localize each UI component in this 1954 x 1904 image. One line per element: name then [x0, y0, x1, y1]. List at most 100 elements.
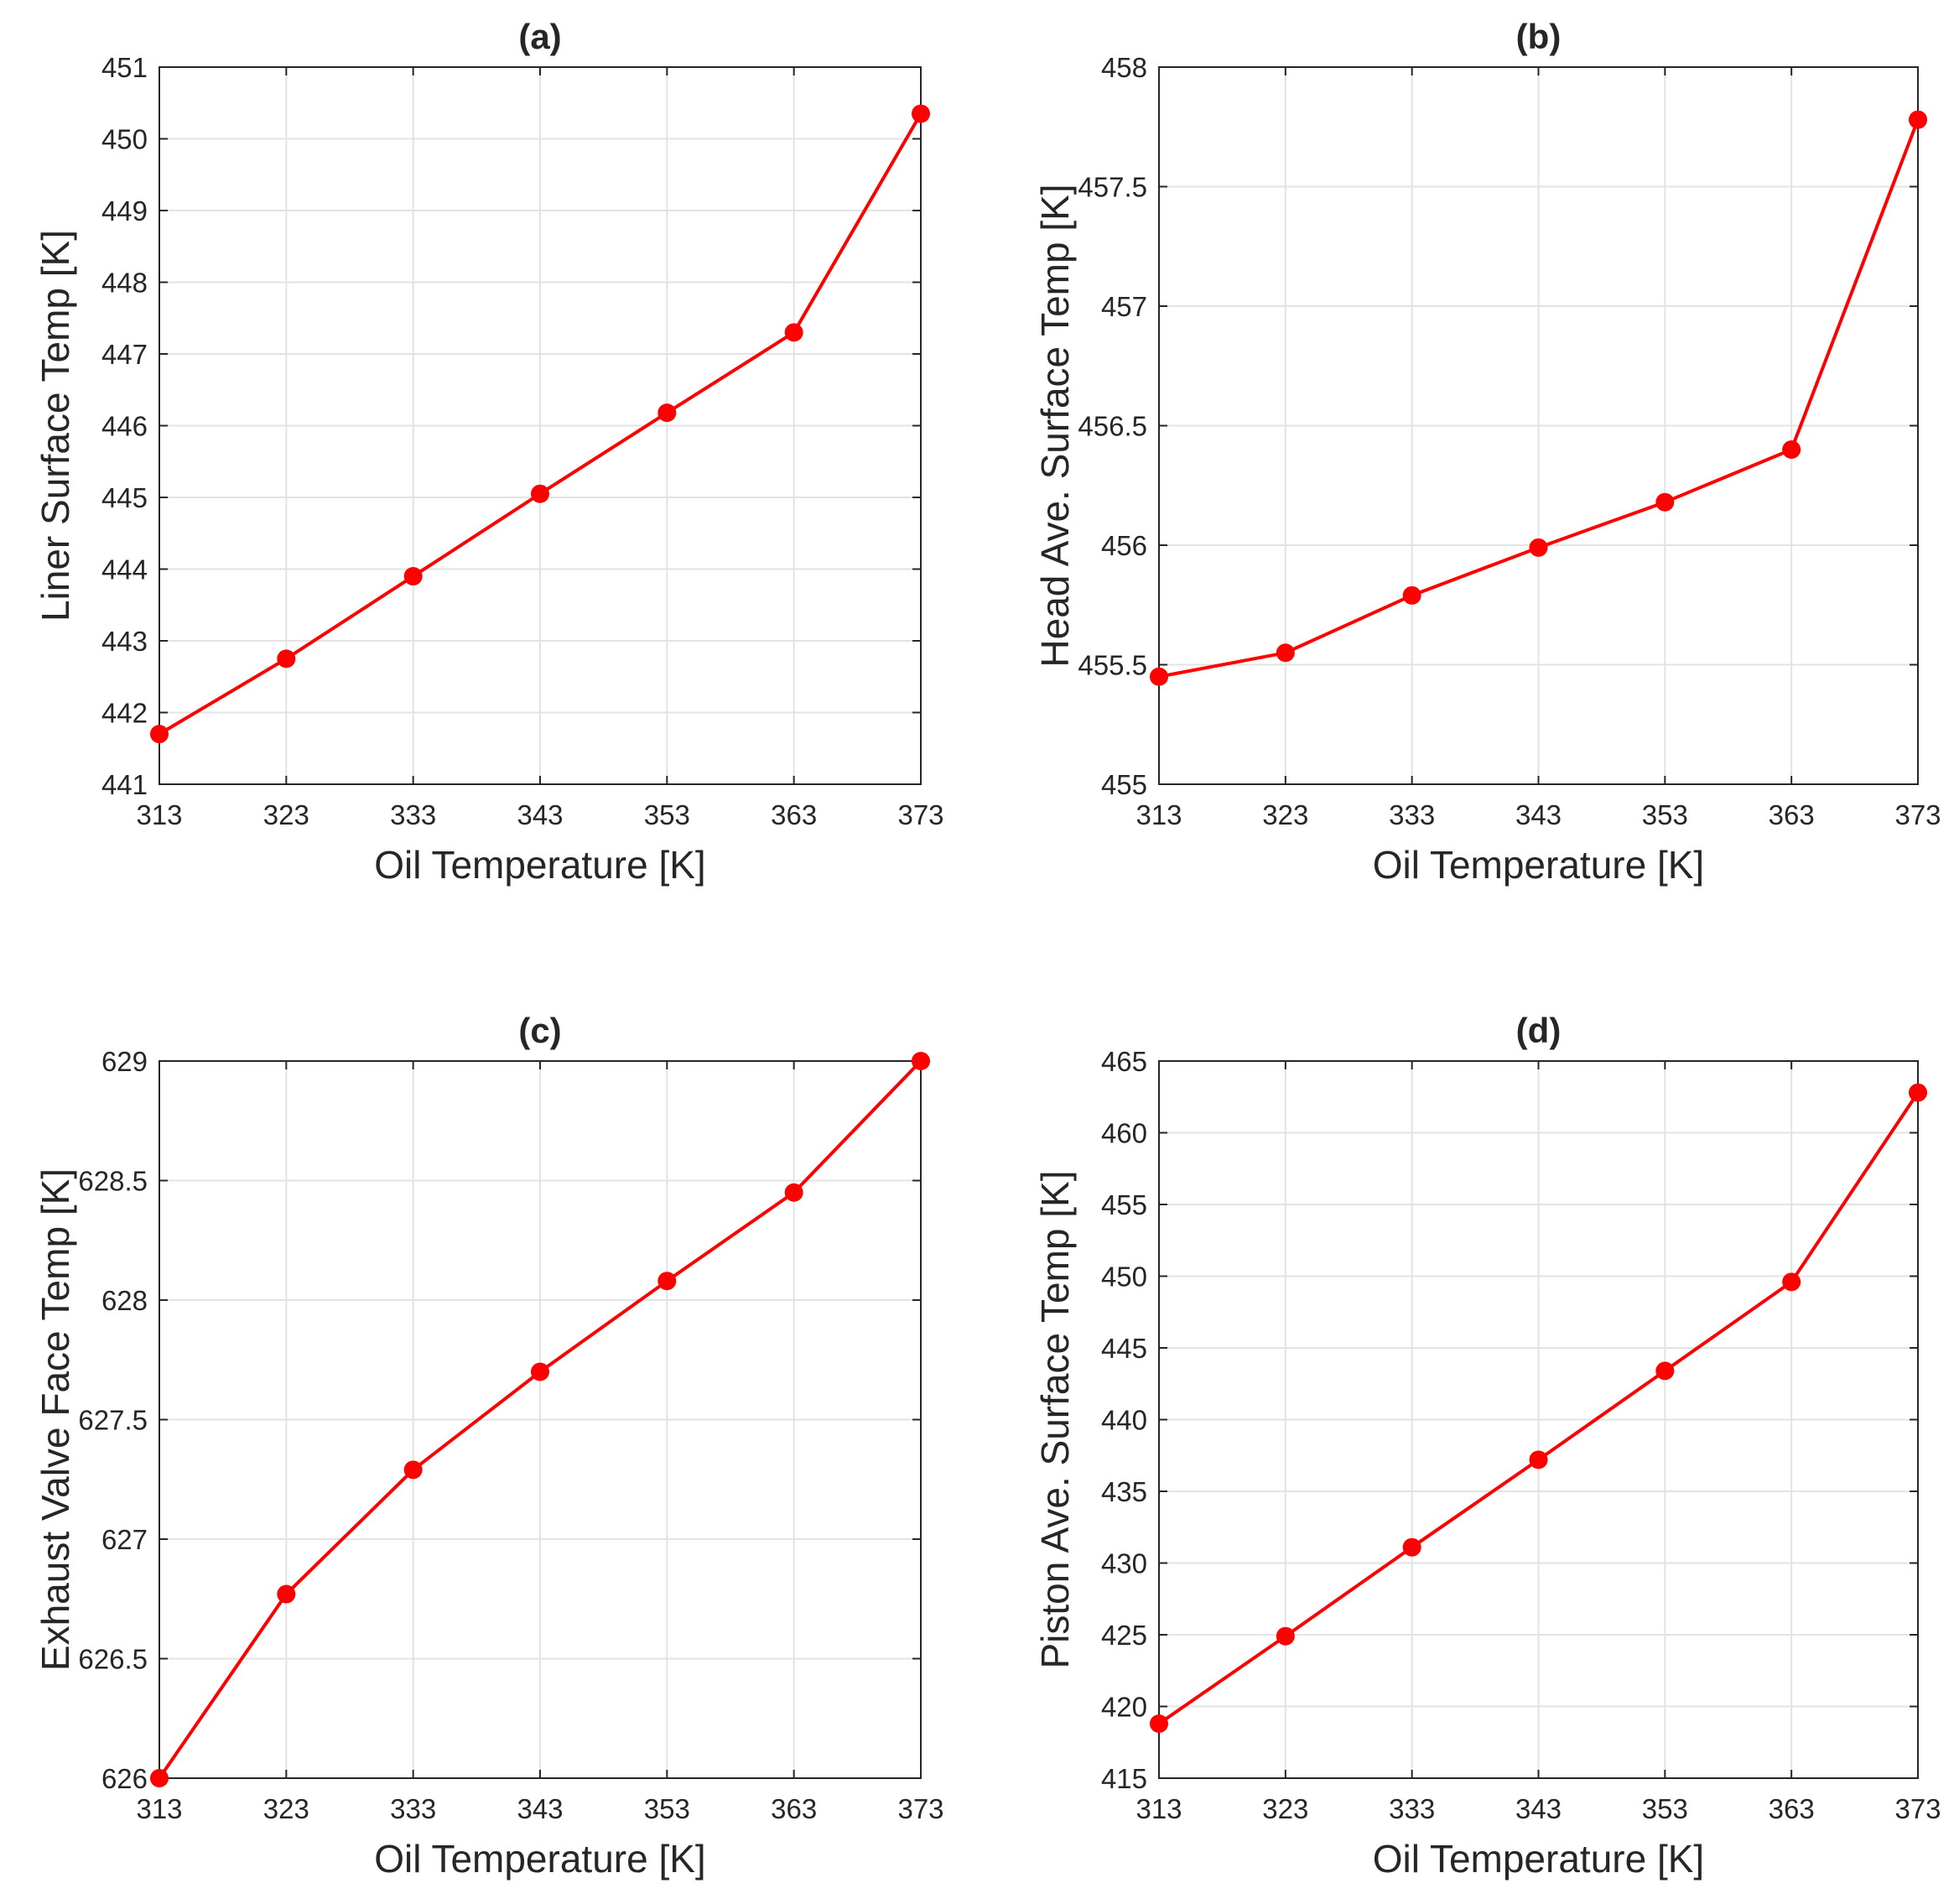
- data-point: [784, 1183, 803, 1202]
- data-point: [1402, 585, 1421, 605]
- y-axis-label: Head Ave. Surface Temp [K]: [1033, 184, 1077, 667]
- x-tick-label: 343: [517, 1793, 563, 1824]
- y-tick-label: 444: [101, 554, 148, 585]
- data-point: [1782, 440, 1801, 459]
- y-tick-label: 627: [101, 1524, 148, 1555]
- data-point: [1655, 492, 1675, 512]
- y-tick-label: 420: [1101, 1692, 1147, 1723]
- x-tick-label: 373: [1894, 1793, 1941, 1824]
- y-tick-label: 448: [101, 268, 148, 299]
- chart-panel-c: 313 323 333 343 353 363 373 626 626.5 627 627.5 628…: [34, 1011, 944, 1881]
- y-tick-label: 626.5: [78, 1644, 148, 1675]
- chart-title: (b): [1516, 17, 1562, 56]
- chart-panel-b: 313 323 333 343 353 363 373 455 455.5 456 456.5 457…: [1033, 17, 1941, 887]
- x-tick-label: 313: [136, 1793, 182, 1824]
- y-tick-label: 626: [101, 1763, 148, 1794]
- y-tick-label: 442: [101, 698, 148, 729]
- y-tick-label: 456.5: [1078, 411, 1147, 442]
- data-point: [1655, 1361, 1675, 1381]
- data-point: [1276, 1626, 1295, 1646]
- data-point: [403, 567, 423, 586]
- y-tick-label: 457: [1101, 291, 1147, 322]
- data-point: [531, 1362, 549, 1381]
- x-tick-label: 313: [1136, 799, 1182, 830]
- y-tick-label: 441: [101, 769, 148, 800]
- y-tick-label: 455: [1101, 1189, 1147, 1220]
- x-tick-label: 343: [1515, 1793, 1562, 1824]
- data-point: [1909, 110, 1927, 129]
- data-point: [277, 649, 296, 668]
- data-point: [1909, 1083, 1927, 1102]
- y-tick-label: 445: [101, 482, 148, 513]
- y-tick-label: 451: [101, 52, 148, 83]
- x-tick-label: 313: [1136, 1793, 1182, 1824]
- x-tick-label: 333: [390, 1793, 436, 1824]
- x-tick-label: 333: [1389, 799, 1435, 830]
- y-axis-label: Piston Ave. Surface Temp [K]: [1033, 1170, 1077, 1668]
- y-axis-label: Liner Surface Temp [K]: [34, 230, 77, 622]
- data-point: [1782, 1272, 1801, 1292]
- y-tick-label: 457.5: [1078, 172, 1147, 203]
- chart-panel-d: 313 323 333 343 353 363 373 415 420 425 430 435 440 4…: [1033, 1011, 1941, 1881]
- x-tick-label: 353: [1642, 799, 1688, 830]
- y-tick-label: 445: [1101, 1333, 1147, 1364]
- data-point: [1529, 538, 1548, 557]
- y-tick-label: 455.5: [1078, 650, 1147, 681]
- data-point: [403, 1460, 423, 1480]
- x-axis-label: Oil Temperature [K]: [1373, 1837, 1704, 1881]
- data-point: [912, 104, 930, 123]
- x-tick-label: 333: [390, 799, 436, 830]
- data-point: [1276, 643, 1295, 663]
- data-point: [277, 1584, 296, 1604]
- x-tick-label: 363: [771, 799, 817, 830]
- y-axis-label: Exhaust Valve Face Temp [K]: [34, 1168, 77, 1671]
- x-axis-label: Oil Temperature [K]: [374, 1837, 705, 1881]
- x-tick-label: 353: [1642, 1793, 1688, 1824]
- y-tick-label: 449: [101, 195, 148, 226]
- x-tick-label: 373: [1894, 799, 1941, 830]
- x-tick-label: 363: [1769, 799, 1815, 830]
- x-axis-label: Oil Temperature [K]: [1373, 843, 1704, 887]
- y-tick-label: 460: [1101, 1118, 1147, 1149]
- y-tick-label: 628: [101, 1285, 148, 1316]
- y-tick-label: 430: [1101, 1548, 1147, 1579]
- y-tick-label: 456: [1101, 530, 1147, 561]
- y-tick-label: 425: [1101, 1620, 1147, 1651]
- y-tick-label: 628.5: [78, 1166, 148, 1197]
- y-tick-label: 629: [101, 1046, 148, 1077]
- x-tick-label: 323: [1262, 1793, 1308, 1824]
- data-point: [150, 725, 169, 744]
- y-tick-label: 415: [1101, 1763, 1147, 1794]
- x-tick-label: 323: [1262, 799, 1308, 830]
- y-tick-label: 440: [1101, 1405, 1147, 1436]
- x-axis-label: Oil Temperature [K]: [374, 843, 705, 887]
- x-tick-label: 323: [263, 799, 309, 830]
- chart-panel-a: 313 323 333 343 353 363 373 441 442 443 444 445 446 4…: [34, 17, 944, 887]
- y-tick-label: 447: [101, 339, 148, 370]
- y-tick-label: 458: [1101, 52, 1147, 83]
- data-point: [657, 1272, 677, 1291]
- y-tick-label: 450: [1101, 1262, 1147, 1293]
- data-point: [657, 403, 677, 423]
- data-point: [531, 484, 549, 503]
- x-tick-label: 323: [263, 1793, 309, 1824]
- x-tick-label: 343: [1515, 799, 1562, 830]
- chart-title: (d): [1516, 1011, 1562, 1050]
- y-tick-label: 465: [1101, 1046, 1147, 1077]
- x-tick-label: 333: [1389, 1793, 1435, 1824]
- y-tick-label: 435: [1101, 1476, 1147, 1507]
- x-tick-label: 353: [644, 799, 690, 830]
- chart-title: (a): [518, 17, 561, 56]
- y-tick-label: 443: [101, 626, 148, 657]
- x-tick-label: 363: [771, 1793, 817, 1824]
- data-point: [784, 323, 803, 342]
- x-tick-label: 373: [897, 799, 943, 830]
- data-point: [1529, 1450, 1548, 1470]
- data-point: [1402, 1537, 1421, 1557]
- x-tick-label: 343: [517, 799, 563, 830]
- data-point: [1150, 1714, 1168, 1734]
- y-tick-label: 450: [101, 124, 148, 155]
- x-tick-label: 373: [897, 1793, 943, 1824]
- y-tick-label: 627.5: [78, 1405, 148, 1436]
